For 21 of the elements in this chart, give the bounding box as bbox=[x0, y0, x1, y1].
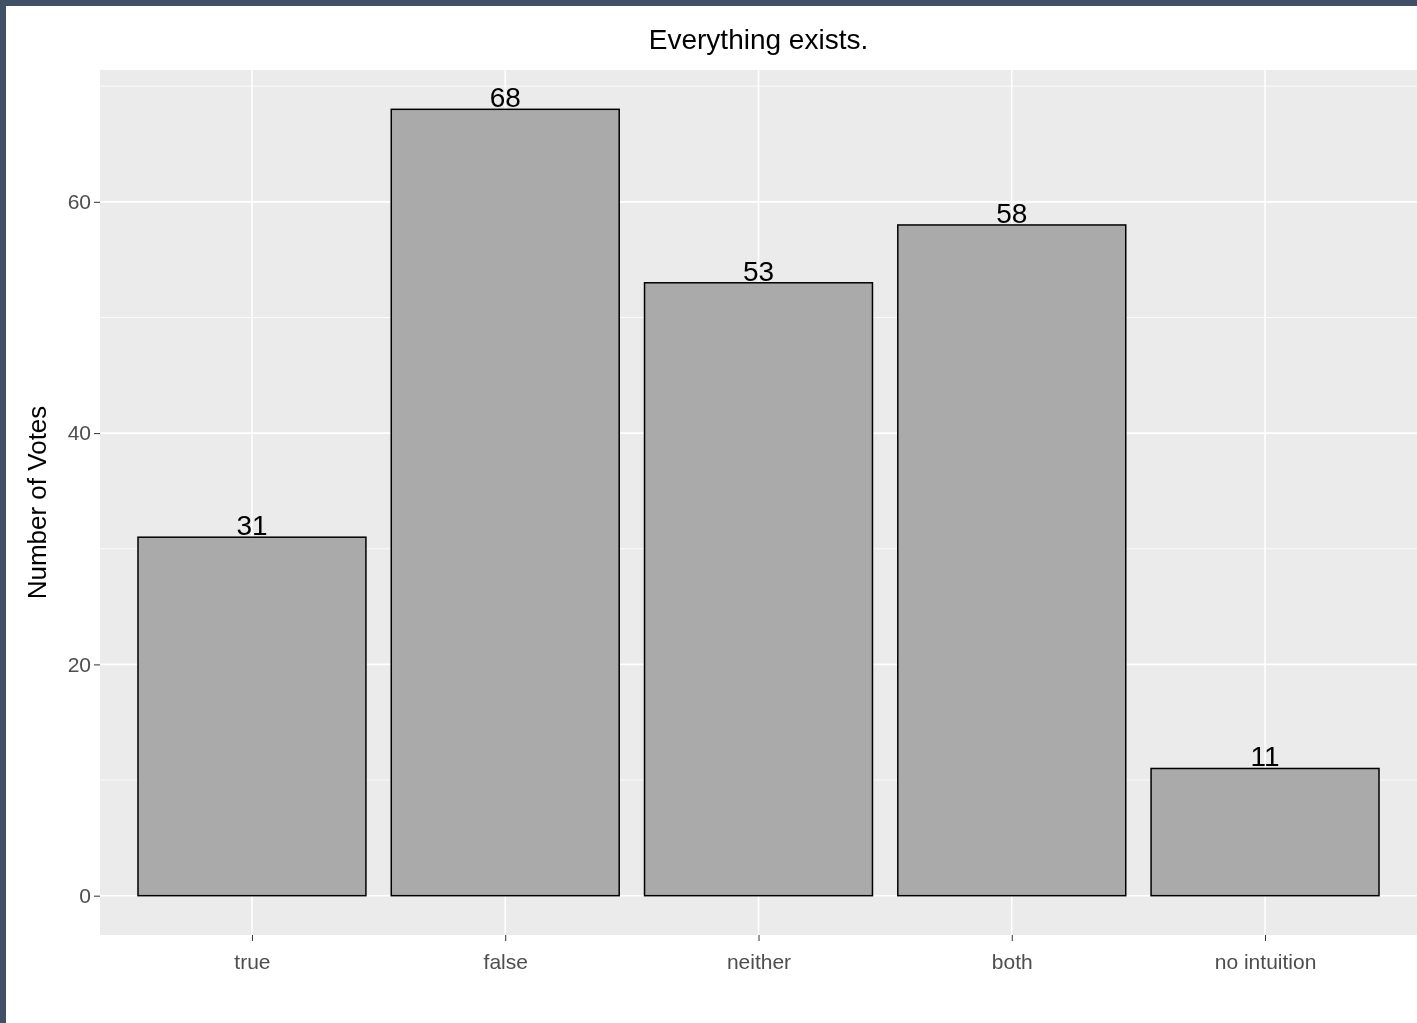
y-axis-title: Number of Votes bbox=[22, 405, 52, 600]
bar bbox=[137, 536, 367, 897]
data-label: 53 bbox=[742, 255, 775, 287]
x-tick-label: neither bbox=[726, 950, 792, 974]
bar bbox=[897, 224, 1127, 897]
bar bbox=[390, 108, 620, 897]
x-tick-label: no intuition bbox=[1214, 950, 1317, 974]
y-tick-label: 20 bbox=[67, 652, 91, 676]
x-tick-label: true bbox=[234, 950, 271, 974]
y-tick-label: 0 bbox=[79, 883, 91, 907]
x-tick-label: both bbox=[991, 950, 1033, 974]
data-label: 68 bbox=[489, 82, 521, 114]
bar bbox=[1150, 767, 1380, 897]
data-label: 31 bbox=[236, 510, 268, 542]
bar bbox=[643, 282, 874, 897]
chart-title: Everything exists. bbox=[648, 24, 869, 55]
y-tick-label: 40 bbox=[67, 421, 91, 445]
y-tick-label: 60 bbox=[67, 190, 91, 214]
data-label: 58 bbox=[996, 197, 1028, 229]
data-label: 11 bbox=[1250, 741, 1280, 773]
x-tick-label: false bbox=[483, 950, 528, 974]
